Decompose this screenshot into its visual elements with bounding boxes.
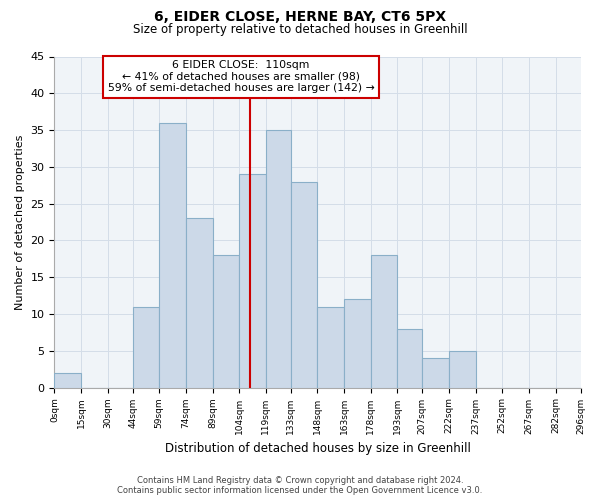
Bar bbox=[449, 351, 476, 388]
Text: 6 EIDER CLOSE:  110sqm
← 41% of detached houses are smaller (98)
59% of semi-det: 6 EIDER CLOSE: 110sqm ← 41% of detached … bbox=[107, 60, 374, 94]
Y-axis label: Number of detached properties: Number of detached properties bbox=[15, 134, 25, 310]
Bar bbox=[344, 300, 371, 388]
Bar bbox=[239, 174, 266, 388]
Bar bbox=[212, 255, 239, 388]
X-axis label: Distribution of detached houses by size in Greenhill: Distribution of detached houses by size … bbox=[164, 442, 470, 455]
Bar bbox=[291, 182, 317, 388]
Bar bbox=[397, 328, 422, 388]
Bar bbox=[317, 306, 344, 388]
Text: Size of property relative to detached houses in Greenhill: Size of property relative to detached ho… bbox=[133, 22, 467, 36]
Bar bbox=[266, 130, 291, 388]
Bar bbox=[133, 306, 159, 388]
Text: Contains HM Land Registry data © Crown copyright and database right 2024.
Contai: Contains HM Land Registry data © Crown c… bbox=[118, 476, 482, 495]
Bar bbox=[55, 373, 81, 388]
Bar bbox=[159, 122, 186, 388]
Bar bbox=[371, 255, 397, 388]
Bar bbox=[422, 358, 449, 388]
Text: 6, EIDER CLOSE, HERNE BAY, CT6 5PX: 6, EIDER CLOSE, HERNE BAY, CT6 5PX bbox=[154, 10, 446, 24]
Bar bbox=[186, 218, 212, 388]
